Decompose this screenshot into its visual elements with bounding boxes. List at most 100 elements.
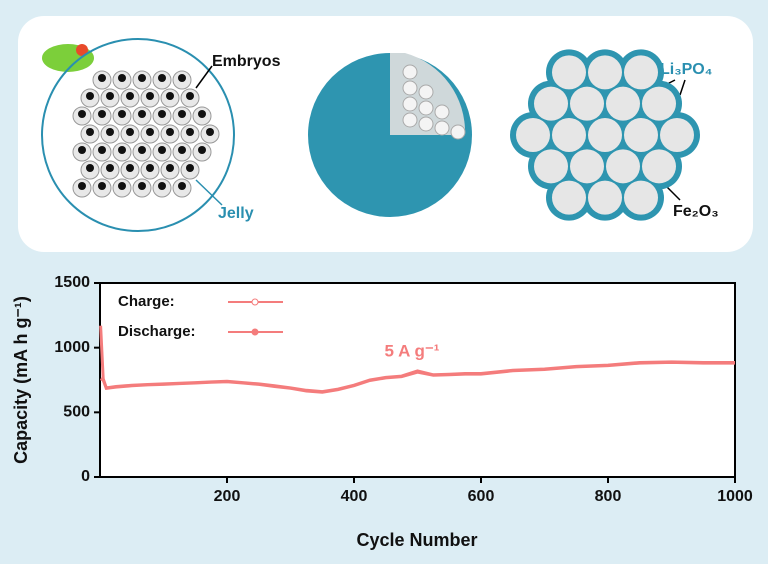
embryo-dot xyxy=(78,146,86,154)
embryo-dot xyxy=(118,110,126,118)
embryo-dot xyxy=(118,182,126,190)
embryo-dot xyxy=(106,164,114,172)
label-embryos: Embryos xyxy=(212,53,281,70)
inner-sphere xyxy=(434,104,450,120)
fe2o3-particle xyxy=(606,149,640,184)
fe2o3-particle xyxy=(588,180,622,215)
chart: Cycle Number Capacity (mA h g⁻¹) 5 A g⁻¹… xyxy=(11,274,753,550)
embryo-dot xyxy=(158,74,166,82)
inner-sphere xyxy=(402,64,418,80)
inner-sphere xyxy=(402,96,418,112)
fe2o3-particle xyxy=(570,149,604,184)
y-axis-label: Capacity (mA h g⁻¹) xyxy=(11,296,31,464)
inner-sphere xyxy=(434,120,450,136)
inner-sphere xyxy=(450,124,466,140)
fe2o3-particle xyxy=(624,180,658,215)
embryo-dot xyxy=(126,128,134,136)
label-fe2o3: Fe₂O₃ xyxy=(673,203,719,220)
embryo-dot xyxy=(78,182,86,190)
embryo-dot xyxy=(98,182,106,190)
fe2o3-particle xyxy=(642,86,676,121)
fe2o3-particle xyxy=(534,86,568,121)
embryo-dot xyxy=(178,182,186,190)
fe2o3-particle xyxy=(624,55,658,90)
embryo-dot xyxy=(86,164,94,172)
embryo-dot xyxy=(178,110,186,118)
inner-sphere xyxy=(418,100,434,116)
embryo-dot xyxy=(146,92,154,100)
fe2o3-particle xyxy=(588,55,622,90)
fe2o3-particle xyxy=(552,55,586,90)
embryo-dot xyxy=(138,146,146,154)
embryo-dot xyxy=(118,146,126,154)
embryo-dot xyxy=(186,128,194,136)
embryo-dot xyxy=(146,164,154,172)
embryo-dot xyxy=(78,110,86,118)
embryo-dot xyxy=(186,164,194,172)
embryo-dot xyxy=(138,74,146,82)
embryo-dot xyxy=(198,146,206,154)
x-tick-label: 200 xyxy=(214,488,241,505)
fe2o3-particle xyxy=(624,118,658,152)
x-tick-label: 800 xyxy=(595,488,622,505)
label-li3po4: Li₃PO₄ xyxy=(660,61,712,78)
plot-area xyxy=(99,282,736,478)
fe2o3-particle xyxy=(642,149,676,184)
embryo-dot xyxy=(206,128,214,136)
arrow xyxy=(195,65,213,89)
embryo-dot xyxy=(198,110,206,118)
embryo-dot xyxy=(86,128,94,136)
legend-marker xyxy=(251,298,259,306)
embryo-dot xyxy=(178,74,186,82)
y-tick-label: 0 xyxy=(81,468,90,485)
inner-sphere xyxy=(402,80,418,96)
fe2o3-particle xyxy=(570,86,604,121)
fe2o3-particle xyxy=(552,180,586,215)
series-line xyxy=(99,325,735,394)
embryo-dot xyxy=(166,128,174,136)
y-tick-label: 500 xyxy=(63,404,90,421)
x-tick-label: 400 xyxy=(341,488,368,505)
x-tick-label: 600 xyxy=(468,488,495,505)
fe2o3-particle xyxy=(516,118,550,152)
embryo-dot xyxy=(138,110,146,118)
arrow xyxy=(195,179,223,206)
embryo-dot xyxy=(138,182,146,190)
fe2o3-particle xyxy=(660,118,694,152)
embryo-dot xyxy=(166,164,174,172)
inner-sphere xyxy=(418,84,434,100)
embryo-dot xyxy=(158,110,166,118)
x-axis-label: Cycle Number xyxy=(356,530,477,550)
embryo-dot xyxy=(86,92,94,100)
embryo-dot xyxy=(98,74,106,82)
fe2o3-particle xyxy=(534,149,568,184)
frog-eye xyxy=(76,44,88,56)
embryo-dot xyxy=(158,182,166,190)
legend-marker xyxy=(251,328,259,336)
fe2o3-particle xyxy=(552,118,586,152)
embryo-dot xyxy=(126,164,134,172)
fe2o3-particle xyxy=(606,86,640,121)
embryo-dot xyxy=(106,92,114,100)
y-tick-label: 1000 xyxy=(54,339,90,356)
x-tick-label: 1000 xyxy=(717,488,753,505)
legend-label: Discharge: xyxy=(118,323,196,340)
annotation: 5 A g⁻¹ xyxy=(385,341,440,360)
arrow xyxy=(679,79,686,96)
embryo-dot xyxy=(106,128,114,136)
embryo-dot xyxy=(98,146,106,154)
label-jelly: Jelly xyxy=(218,205,254,222)
jelly-outline xyxy=(41,38,235,232)
embryo-dot xyxy=(146,128,154,136)
embryo-dot xyxy=(98,110,106,118)
embryo-dot xyxy=(178,146,186,154)
embryo-dot xyxy=(166,92,174,100)
embryo-dot xyxy=(118,74,126,82)
legend-label: Charge: xyxy=(118,293,175,310)
schematic: Embryos Jelly Li₃PO₄ Fe₂O₃ xyxy=(41,38,719,232)
fe2o3-particle xyxy=(588,118,622,152)
embryo-dot xyxy=(186,92,194,100)
y-tick-label: 1500 xyxy=(54,274,90,291)
